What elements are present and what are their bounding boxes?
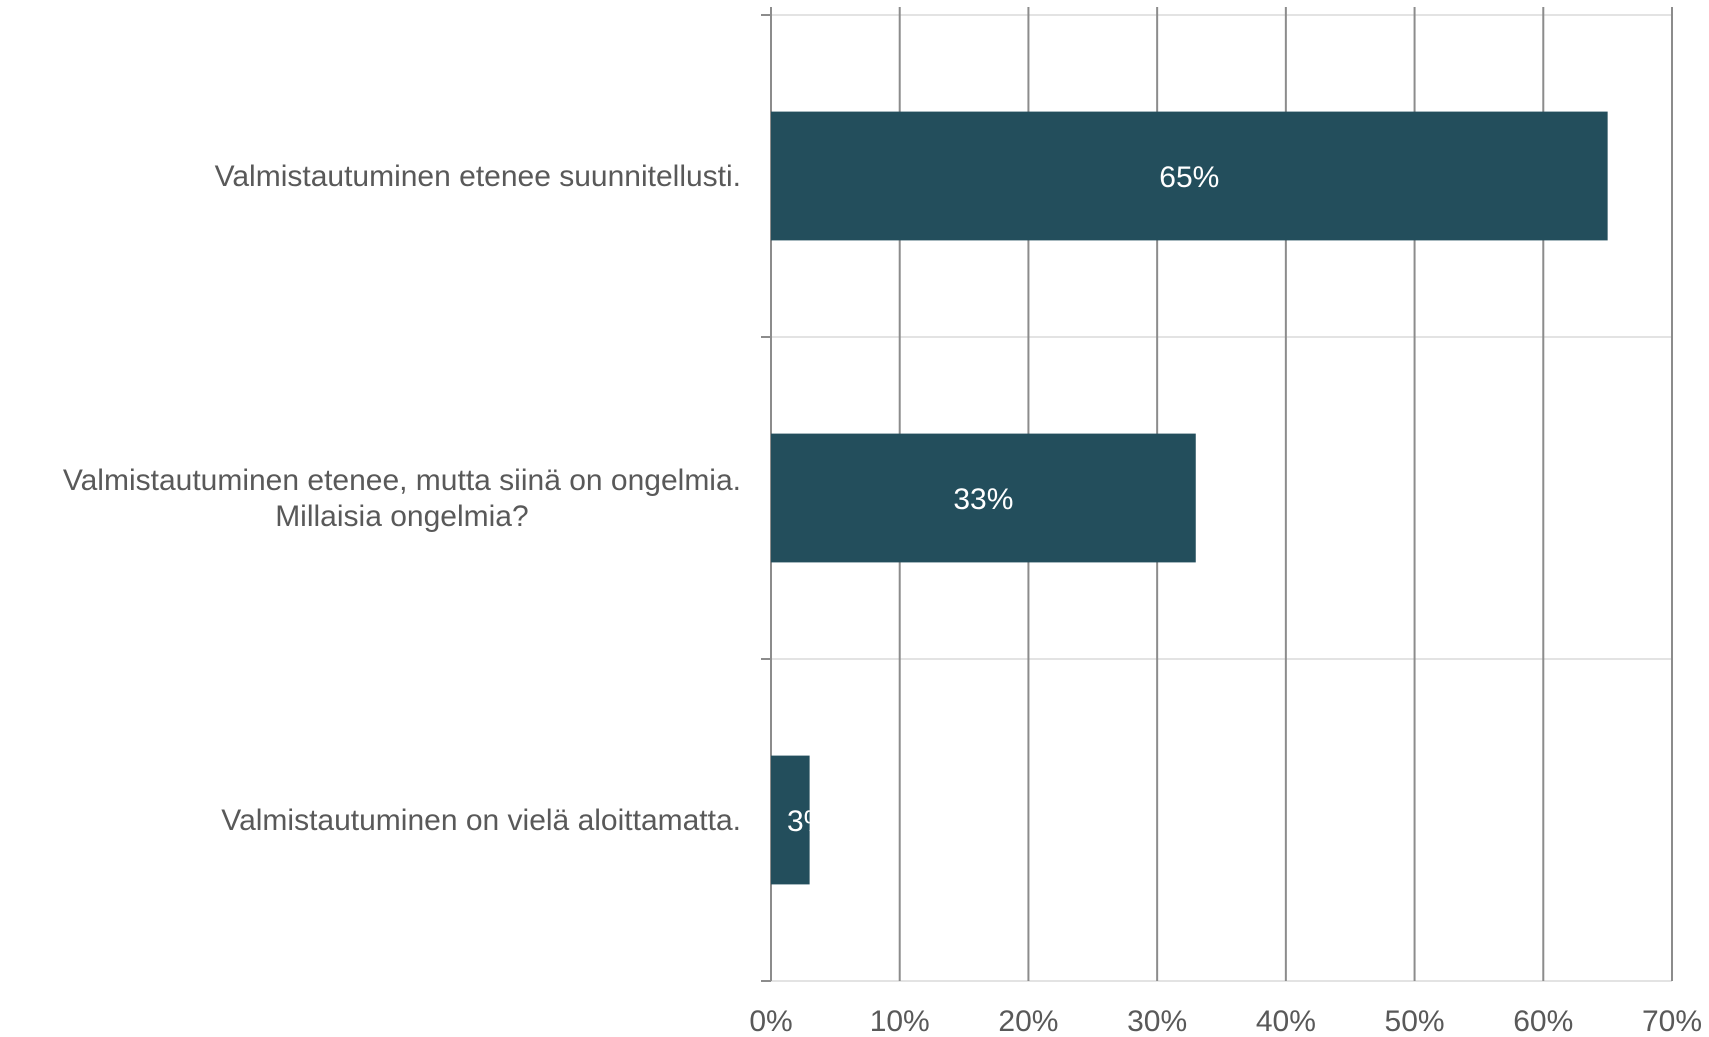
category-label: Valmistautuminen etenee, mutta siinä on … [63,464,741,533]
x-tick-label: 20% [998,1005,1058,1037]
bars: 65% 33% 3% [771,111,1608,885]
x-tick-label: 70% [1642,1005,1702,1037]
bar [771,433,1196,563]
data-label: 65% [1159,161,1219,194]
category-label: Valmistautuminen etenee suunnitellusti. [215,160,741,193]
data-label: 33% [953,483,1013,516]
x-tick-label: 50% [1385,1005,1445,1037]
labels: 0% 10% 20% 30% 40% 50% 60% 70% Valmistautuminen … [63,160,1702,1037]
category-label: Valmistautuminen on vielä aloittamatta. [221,804,741,837]
bar [771,755,810,885]
x-tick-label: 0% [749,1005,792,1037]
x-tick-label: 60% [1513,1005,1573,1037]
data-label: 3% [787,805,830,838]
x-tick-label: 40% [1256,1005,1316,1037]
bar [771,111,1608,241]
x-tick-label: 10% [870,1005,930,1037]
x-tick-label: 30% [1127,1005,1187,1037]
